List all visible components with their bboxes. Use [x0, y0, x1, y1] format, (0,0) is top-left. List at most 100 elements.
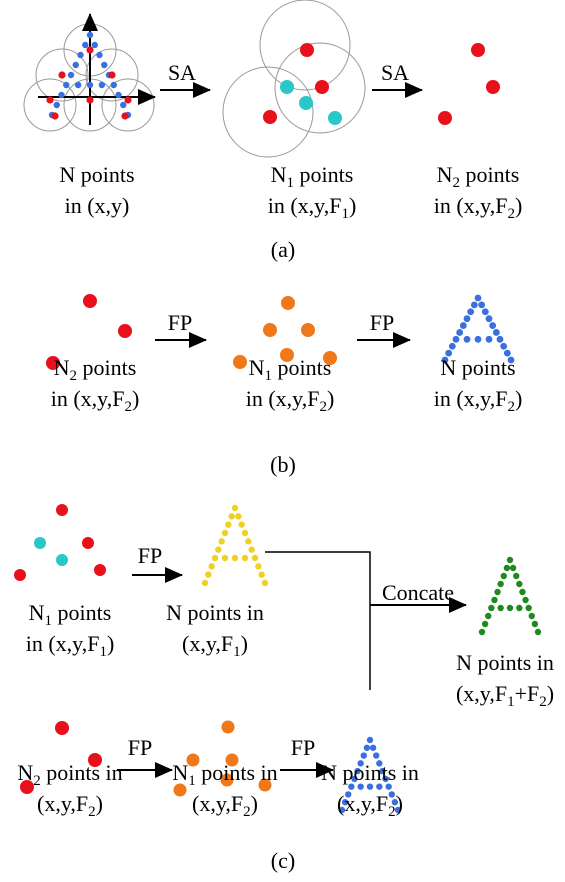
point [263, 323, 277, 337]
text: points [77, 355, 136, 380]
label-line: N1 points [271, 162, 354, 191]
text: N points [59, 162, 134, 187]
point [300, 43, 314, 57]
text: ) [327, 386, 334, 411]
point [51, 112, 58, 119]
point [475, 295, 482, 302]
point [222, 721, 235, 734]
text: points [272, 355, 331, 380]
text: in (x,y,F [268, 193, 342, 218]
text: ) [96, 791, 103, 816]
point [361, 752, 367, 758]
point [238, 521, 244, 527]
label-line: in (x,y,F2) [434, 193, 523, 222]
point [232, 505, 238, 511]
point [252, 555, 258, 561]
text: N points [440, 355, 515, 380]
text: in (x,y,F [434, 193, 508, 218]
point [471, 301, 478, 308]
point [77, 52, 83, 58]
point [486, 80, 500, 94]
point [504, 565, 510, 571]
point [228, 513, 234, 519]
point [56, 554, 68, 566]
subscript: 1 [341, 206, 349, 222]
subscript: 1 [99, 644, 107, 660]
text: FP [168, 310, 192, 335]
subscript: 1 [45, 613, 53, 629]
label-line: (x,y,F1+F2) [456, 681, 554, 710]
point [497, 336, 504, 343]
point [467, 308, 474, 315]
point [34, 537, 46, 549]
point [242, 555, 248, 561]
text: ) [547, 681, 554, 706]
text: (c) [271, 848, 295, 873]
point [516, 581, 522, 587]
text: N [17, 760, 33, 785]
point [513, 573, 519, 579]
text: N points in [166, 600, 264, 625]
point [519, 589, 525, 595]
point [482, 308, 489, 315]
text: N [29, 600, 45, 625]
label-line: (x,y,F1) [182, 631, 248, 660]
point [301, 323, 315, 337]
subscript: 2 [507, 206, 515, 222]
point [202, 580, 208, 586]
text: FP [370, 310, 394, 335]
point [364, 745, 370, 751]
point [120, 102, 126, 108]
label-line: N2 points [54, 355, 137, 384]
text: ) [349, 193, 356, 218]
point [370, 745, 376, 751]
point [255, 563, 261, 569]
point [58, 92, 64, 98]
point [532, 621, 538, 627]
text: FP [291, 735, 315, 760]
text: SA [168, 60, 196, 85]
point [460, 322, 467, 329]
text: SA [381, 60, 409, 85]
text: points [294, 162, 353, 187]
point [124, 96, 131, 103]
point [101, 62, 107, 68]
point [235, 513, 241, 519]
point [225, 521, 231, 527]
point [86, 46, 93, 53]
point [485, 613, 491, 619]
point [75, 82, 81, 88]
point [233, 355, 247, 369]
label-line: N1 points [29, 600, 112, 629]
label-line: N points in [166, 600, 264, 625]
point [218, 538, 224, 544]
subscript: 2 [124, 399, 132, 415]
subscript: 1 [287, 175, 295, 191]
text: N [249, 355, 265, 380]
subscript: 1 [188, 773, 196, 789]
point [471, 43, 485, 57]
page: {"panels": [ {"caption": "(a)", "arrows"… [0, 0, 565, 882]
subscript: 1 [233, 644, 241, 660]
point [535, 629, 541, 635]
text: in (x,y) [65, 193, 130, 218]
point [14, 569, 26, 581]
point [73, 62, 79, 68]
point [258, 571, 264, 577]
text: FP [128, 735, 152, 760]
point [115, 92, 121, 98]
point [92, 42, 98, 48]
text: points [460, 162, 519, 187]
point [174, 784, 187, 797]
subscript: 2 [88, 804, 96, 820]
subscript: 2 [243, 804, 251, 820]
circle [102, 79, 154, 131]
point [507, 557, 513, 563]
label-line: N points [440, 355, 515, 380]
text: ) [515, 386, 522, 411]
point [111, 82, 117, 88]
point [493, 329, 500, 336]
point [232, 555, 238, 561]
subscript: 2 [388, 804, 396, 820]
point [108, 71, 115, 78]
